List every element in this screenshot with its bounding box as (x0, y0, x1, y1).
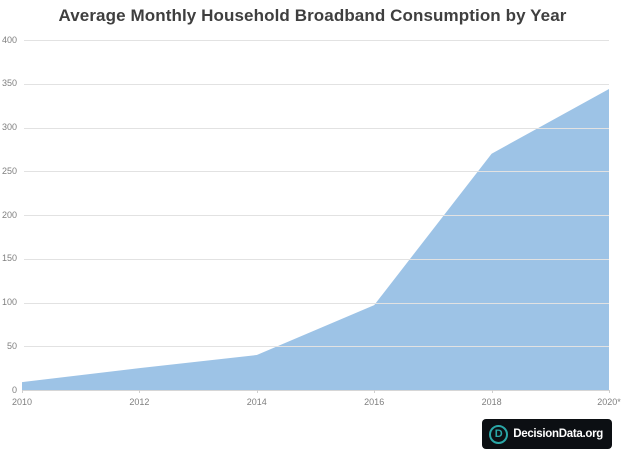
y-tick-label-150: 150 (1, 253, 17, 264)
decisiondata-logo-badge[interactable]: D DecisionData.org (482, 419, 612, 449)
gridline-y-250 (24, 171, 609, 173)
y-tick-label-50: 50 (6, 340, 17, 351)
chart-title: Average Monthly Household Broadband Cons… (58, 6, 567, 25)
y-tick-label-0: 0 (11, 384, 17, 395)
gridline-y-350 (24, 83, 609, 85)
x-tick-label-2016: 2016 (364, 397, 385, 407)
y-tick-label-300: 300 (1, 122, 17, 132)
x-tick-label-2018: 2018 (481, 397, 502, 407)
gridline-y-150 (24, 258, 609, 260)
plot-area (22, 40, 609, 391)
y-tick-label-400: 400 (1, 34, 17, 45)
broadband-area-series (22, 89, 609, 390)
gridline-y-400 (24, 40, 609, 41)
y-tick-label-350: 350 (1, 78, 17, 89)
x-tick-label-2012: 2012 (129, 397, 150, 407)
decisiondata-logo-text: DecisionData.org (513, 428, 603, 440)
gridline-y-300 (24, 127, 609, 129)
x-tick-mark (139, 390, 141, 393)
x-axis-line (22, 390, 609, 391)
x-tick-mark (22, 390, 23, 393)
x-tick-label-2020: 2020* (597, 397, 621, 407)
y-tick-label-250: 250 (1, 165, 17, 176)
x-tick-mark (491, 390, 493, 393)
x-tick-mark (374, 390, 376, 393)
gridline-y-100 (24, 302, 609, 304)
area-chart-canvas (22, 89, 609, 390)
x-tick-mark (609, 390, 610, 393)
decisiondata-d-icon: D (489, 424, 509, 444)
gridline-y-200 (24, 215, 609, 216)
y-tick-label-200: 200 (1, 209, 17, 220)
gridline-y-50 (24, 346, 609, 348)
x-tick-mark (256, 390, 258, 393)
x-tick-label-2010: 2010 (11, 397, 33, 407)
x-tick-label-2014: 2014 (246, 397, 267, 407)
y-tick-label-100: 100 (1, 297, 17, 307)
